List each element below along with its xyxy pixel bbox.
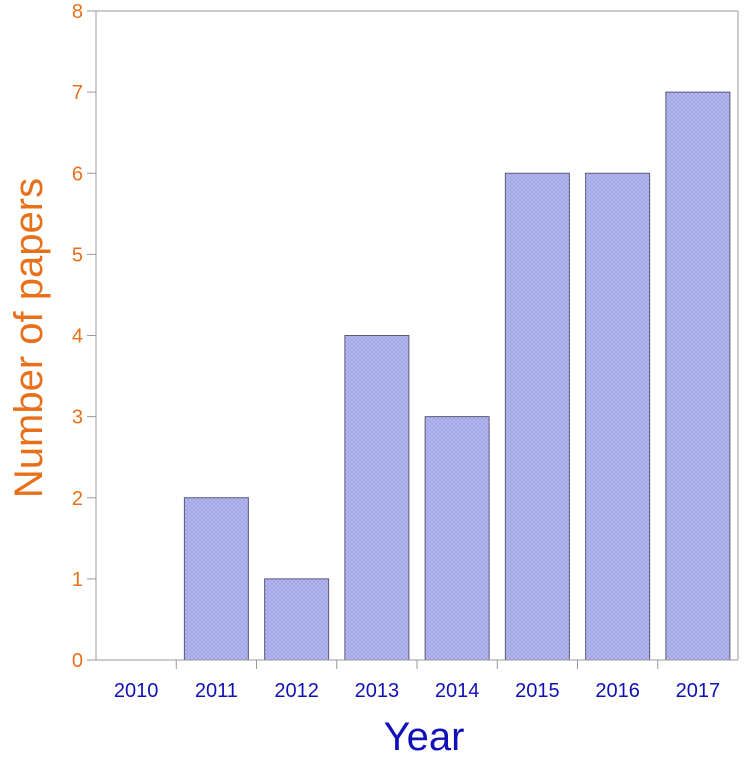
- x-tick-label: 2010: [114, 680, 159, 702]
- bar-2015: [504, 172, 570, 661]
- x-axis-title: Year: [384, 715, 465, 758]
- y-axis-title: Number of papers: [7, 178, 51, 498]
- x-axis-ticks: 2010 2011 2012 2013 2014 2015 2016 2017: [114, 660, 720, 702]
- y-tick-label: 5: [72, 244, 83, 266]
- y-axis-ticks: 0 1 2 3 4 5 6 7 8: [72, 1, 96, 672]
- y-tick-label: 3: [72, 407, 83, 429]
- x-tick-label: 2017: [676, 680, 721, 702]
- bar-2017: [665, 91, 731, 661]
- x-tick-label: 2015: [515, 680, 560, 702]
- bar-2012: [264, 578, 330, 661]
- y-tick-label: 2: [72, 488, 83, 510]
- y-tick-label: 1: [72, 569, 83, 591]
- x-tick-label: 2014: [435, 680, 480, 702]
- bar-2016: [585, 172, 651, 661]
- y-tick-label: 0: [72, 650, 83, 672]
- x-tick-label: 2016: [595, 680, 640, 702]
- x-tick-label: 2013: [355, 680, 400, 702]
- y-tick-label: 6: [72, 163, 83, 185]
- x-tick-label: 2012: [274, 680, 319, 702]
- y-tick-label: 8: [72, 1, 83, 23]
- bar-2014: [424, 416, 490, 661]
- bar-2011: [183, 497, 249, 661]
- y-tick-label: 7: [72, 82, 83, 104]
- bar-2013: [344, 335, 410, 661]
- y-tick-label: 4: [72, 326, 83, 348]
- bar-series: [183, 91, 731, 661]
- x-tick-label: 2011: [195, 680, 238, 702]
